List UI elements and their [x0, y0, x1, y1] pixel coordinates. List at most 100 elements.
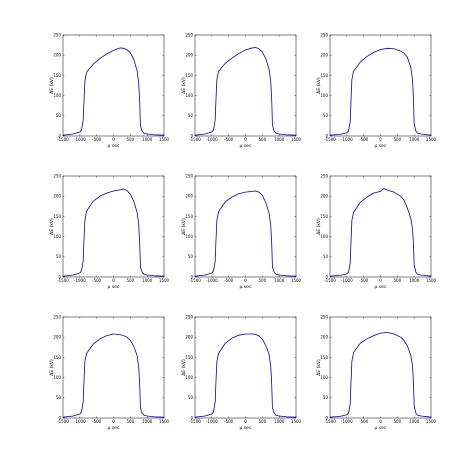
- series-line-1: [329, 188, 432, 277]
- x-tick-label: -500: [92, 419, 102, 424]
- y-axis-label: ΔE (kV): [49, 77, 55, 94]
- plot-frame: [329, 34, 432, 137]
- y-tick-label: 250: [185, 314, 193, 319]
- y-tick-label: 150: [185, 214, 193, 219]
- x-tick-label: -1500: [57, 419, 69, 424]
- x-tick-label: 1000: [142, 278, 153, 283]
- y-tick-label: 50: [56, 113, 62, 118]
- subplot-8: -1500 -1000 -500 0 500 1000 1500 0 50 100 150 200 25…: [181, 314, 302, 431]
- y-tick-label: 100: [185, 93, 193, 98]
- y-tick-label: 0: [325, 133, 328, 138]
- plot-frame: [194, 175, 297, 278]
- y-tick-label: 100: [53, 375, 61, 380]
- x-tick-label: 0: [244, 419, 247, 424]
- y-axis-label: ΔE (kV): [181, 77, 187, 94]
- y-tick-label: 150: [185, 355, 193, 360]
- x-tick-label: -1000: [206, 278, 218, 283]
- plot-frame: [194, 34, 297, 137]
- x-tick-label: -1500: [324, 419, 336, 424]
- y-tick-label: 100: [185, 234, 193, 239]
- y-tick-label: 150: [320, 355, 328, 360]
- y-tick-label: 200: [185, 194, 193, 199]
- x-tick-label: -1500: [189, 137, 201, 142]
- y-tick-label: 50: [323, 254, 329, 259]
- y-tick-label: 200: [185, 53, 193, 58]
- y-tick-label: 250: [185, 32, 193, 37]
- y-tick-label: 150: [320, 214, 328, 219]
- x-tick-label: 1500: [159, 137, 170, 142]
- y-tick-label: 50: [56, 254, 62, 259]
- y-tick-label: 0: [325, 274, 328, 279]
- plot-frame: [62, 34, 165, 137]
- y-tick-label: 250: [53, 173, 61, 178]
- x-tick-label: -1500: [57, 137, 69, 142]
- y-tick-label: 200: [53, 194, 61, 199]
- y-tick-label: 100: [320, 234, 328, 239]
- x-tick-label: -500: [224, 419, 234, 424]
- y-tick-label: 150: [185, 73, 193, 78]
- x-tick-label: -500: [224, 278, 234, 283]
- y-tick-label: 100: [320, 93, 328, 98]
- y-tick-label: 50: [188, 395, 194, 400]
- y-tick-label: 0: [58, 133, 61, 138]
- x-tick-label: -500: [224, 137, 234, 142]
- y-tick-label: 50: [188, 113, 194, 118]
- y-axis-label: ΔE (kV): [49, 218, 55, 235]
- y-tick-label: 50: [323, 395, 329, 400]
- y-tick-label: 0: [190, 133, 193, 138]
- subplot-1: -1500 -1000 -500 0 500 1000 1500 0 50 100 150 200 25…: [49, 32, 170, 149]
- x-tick-label: 500: [394, 278, 402, 283]
- x-axis-label: μ sec: [375, 426, 387, 431]
- x-tick-label: 500: [259, 419, 267, 424]
- y-tick-label: 250: [185, 173, 193, 178]
- x-tick-label: 0: [379, 419, 382, 424]
- x-tick-label: 1000: [142, 419, 153, 424]
- series-line-1: [329, 47, 432, 136]
- y-axis-label: ΔE (kV): [181, 359, 187, 376]
- y-tick-label: 200: [185, 335, 193, 340]
- x-tick-label: 0: [379, 137, 382, 142]
- y-axis-label: ΔE (kV): [181, 218, 187, 235]
- x-tick-label: 1500: [159, 278, 170, 283]
- y-tick-label: 150: [53, 355, 61, 360]
- y-tick-label: 0: [58, 415, 61, 420]
- y-tick-label: 150: [320, 73, 328, 78]
- series-line-1: [194, 333, 297, 418]
- series-line-1: [62, 47, 165, 136]
- subplot-7: -1500 -1000 -500 0 500 1000 1500 0 50 100 150 200 25…: [49, 314, 170, 431]
- subplot-2: -1500 -1000 -500 0 500 1000 1500 0 50 100 150 200 25…: [181, 32, 302, 149]
- y-axis-label: ΔE (kV): [49, 359, 55, 376]
- y-tick-label: 150: [53, 73, 61, 78]
- x-tick-label: -1000: [341, 278, 353, 283]
- series-line-1: [194, 47, 297, 136]
- x-axis-label: μ sec: [375, 285, 387, 290]
- x-tick-label: 1500: [426, 419, 437, 424]
- x-axis-label: μ sec: [240, 426, 252, 431]
- x-tick-label: 500: [394, 137, 402, 142]
- x-tick-label: -500: [92, 137, 102, 142]
- x-tick-label: 1000: [274, 419, 285, 424]
- series-line-1: [62, 333, 165, 418]
- x-tick-label: 1000: [274, 278, 285, 283]
- y-axis-label: ΔE (kV): [316, 359, 322, 376]
- y-tick-label: 100: [185, 375, 193, 380]
- plot-frame: [194, 316, 297, 419]
- y-tick-label: 250: [53, 314, 61, 319]
- y-tick-label: 0: [325, 415, 328, 420]
- x-tick-label: -1000: [341, 419, 353, 424]
- x-tick-label: 500: [127, 419, 135, 424]
- x-tick-label: 1500: [291, 419, 302, 424]
- y-tick-label: 0: [58, 274, 61, 279]
- plot-frame: [329, 316, 432, 419]
- x-axis-label: μ sec: [240, 285, 252, 290]
- x-tick-label: 0: [379, 278, 382, 283]
- series-line-1: [329, 331, 432, 418]
- y-tick-label: 50: [188, 254, 194, 259]
- x-tick-label: -1000: [206, 419, 218, 424]
- x-tick-label: -1500: [57, 278, 69, 283]
- x-tick-label: -500: [92, 278, 102, 283]
- x-tick-label: 1000: [142, 137, 153, 142]
- y-tick-label: 200: [53, 53, 61, 58]
- y-tick-label: 250: [320, 314, 328, 319]
